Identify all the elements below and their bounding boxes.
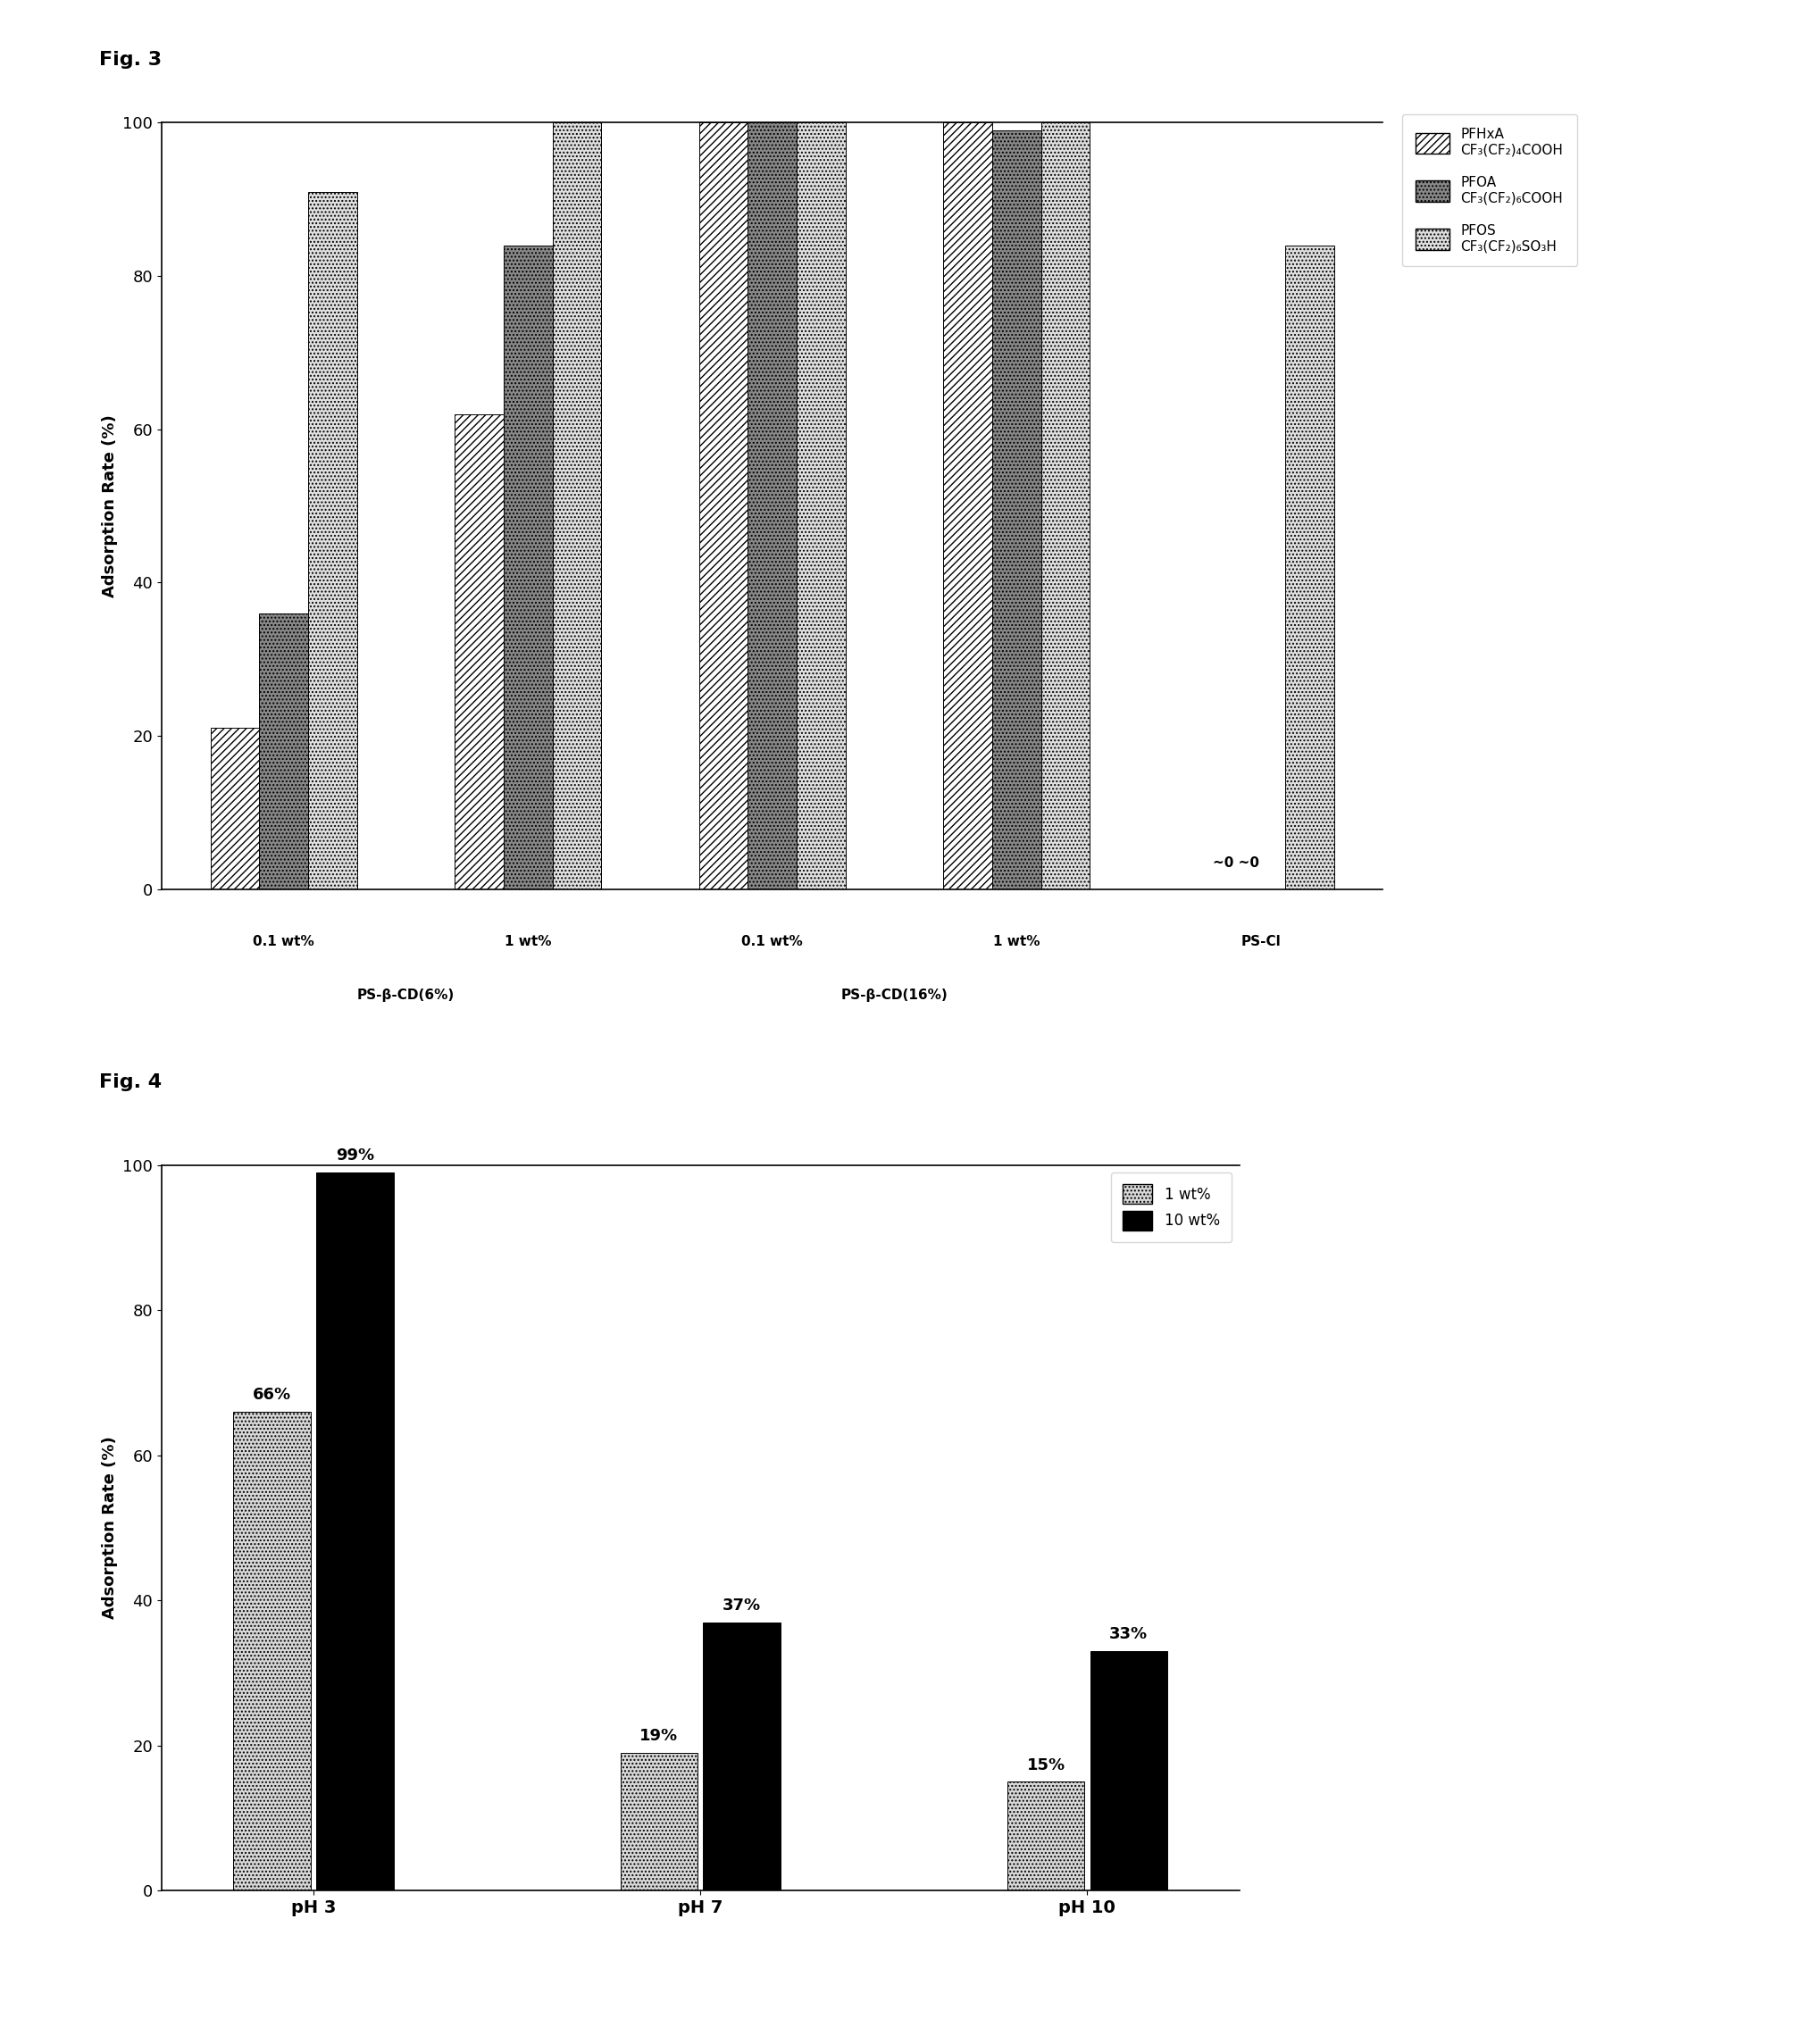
Text: Fig. 4: Fig. 4: [99, 1073, 162, 1091]
Bar: [316, 1173, 393, 1891]
Bar: [233, 1412, 311, 1891]
Bar: [704, 1623, 781, 1891]
Text: PS-β-CD(16%): PS-β-CD(16%): [841, 989, 948, 1002]
Bar: [503, 245, 553, 889]
Text: 19%: 19%: [639, 1727, 679, 1744]
Text: 15%: 15%: [1027, 1758, 1065, 1772]
Text: 0.1 wt%: 0.1 wt%: [742, 936, 803, 948]
Text: 66%: 66%: [253, 1388, 291, 1402]
Y-axis label: Adsorption Rate (%): Adsorption Rate (%): [102, 1437, 119, 1619]
Bar: [943, 123, 991, 889]
Y-axis label: Adsorption Rate (%): Adsorption Rate (%): [102, 415, 119, 597]
Text: 99%: 99%: [336, 1147, 374, 1163]
Text: 0.1 wt%: 0.1 wt%: [253, 936, 314, 948]
Bar: [699, 123, 747, 889]
Text: PS-β-CD(6%): PS-β-CD(6%): [357, 989, 454, 1002]
Bar: [454, 413, 503, 889]
Text: 37%: 37%: [722, 1598, 762, 1613]
Legend: 1 wt%, 10 wt%: 1 wt%, 10 wt%: [1110, 1173, 1232, 1243]
Bar: [1042, 123, 1090, 889]
Bar: [309, 192, 357, 889]
Bar: [1090, 1652, 1167, 1891]
Bar: [620, 1754, 697, 1891]
Text: 1 wt%: 1 wt%: [993, 936, 1040, 948]
Text: 1 wt%: 1 wt%: [505, 936, 551, 948]
Bar: [747, 123, 797, 889]
Bar: [991, 131, 1042, 889]
Bar: [1286, 245, 1334, 889]
Text: 33%: 33%: [1110, 1627, 1148, 1643]
Text: Fig. 3: Fig. 3: [99, 51, 162, 69]
Bar: [797, 123, 846, 889]
Bar: [259, 613, 309, 889]
Text: PS-Cl: PS-Cl: [1241, 936, 1281, 948]
Bar: [553, 123, 602, 889]
Bar: [210, 728, 259, 889]
Bar: [1008, 1782, 1085, 1891]
Text: ~0 ~0: ~0 ~0: [1212, 856, 1259, 871]
Legend: PFHxA
CF₃(CF₂)₄COOH, PFOA
CF₃(CF₂)₆COOH, PFOS
CF₃(CF₂)₆SO₃H: PFHxA CF₃(CF₂)₄COOH, PFOA CF₃(CF₂)₆COOH,…: [1403, 114, 1577, 266]
